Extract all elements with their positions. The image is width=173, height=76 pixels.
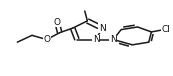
Text: O: O — [54, 18, 61, 27]
Text: Cl: Cl — [162, 25, 171, 34]
Text: N: N — [93, 35, 99, 44]
Text: N: N — [99, 24, 106, 33]
Text: O: O — [43, 35, 50, 44]
Text: N: N — [110, 35, 117, 44]
